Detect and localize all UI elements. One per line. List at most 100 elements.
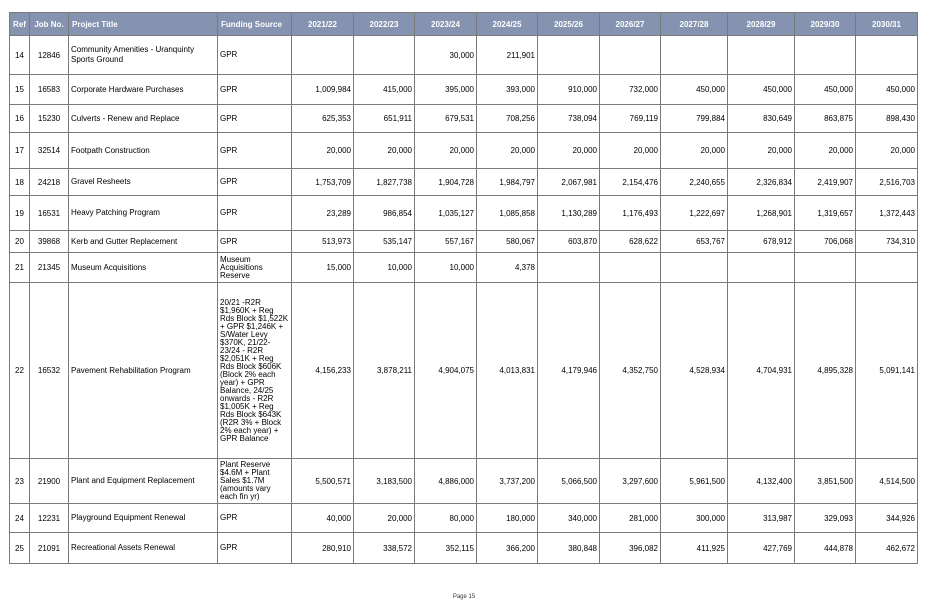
project-title-cell: Plant and Equipment Replacement [68, 458, 218, 504]
amount-cell [537, 252, 600, 283]
amount-cell: 1,984,797 [476, 168, 538, 196]
amount-cell: 4,378 [476, 252, 538, 283]
funding-source-cell: GPR [217, 532, 292, 564]
amount-cell: 2,326,834 [727, 168, 795, 196]
table-row: 17 32514 Footpath Construction GPR 20,000 20,… [9, 132, 918, 169]
ref-cell: 18 [9, 168, 30, 196]
amount-cell: 898,430 [855, 104, 918, 133]
amount-cell: 3,851,500 [794, 458, 856, 504]
project-title-cell: Museum Acquisitions [68, 252, 218, 283]
column-header: Job No. [29, 12, 69, 36]
amount-cell: 281,000 [599, 503, 661, 533]
amount-cell: 1,009,984 [291, 74, 354, 105]
column-header: 2026/27 [599, 12, 661, 36]
job-number-cell: 16531 [29, 195, 69, 231]
amount-cell: 986,854 [353, 195, 415, 231]
amount-cell: 535,147 [353, 230, 415, 253]
amount-cell: 679,531 [414, 104, 477, 133]
project-title-cell: Heavy Patching Program [68, 195, 218, 231]
amount-cell: 427,769 [727, 532, 795, 564]
funding-source-cell: GPR [217, 35, 292, 75]
amount-cell: 910,000 [537, 74, 600, 105]
table-row: 18 24218 Gravel Resheets GPR 1,753,709 1,827,… [9, 168, 918, 196]
amount-cell: 4,904,075 [414, 282, 477, 459]
funding-source-cell: GPR [217, 195, 292, 231]
ref-cell: 20 [9, 230, 30, 253]
amount-cell: 4,886,000 [414, 458, 477, 504]
table-row: 22 16532 Pavement Rehabilitation Program 20… [9, 282, 918, 459]
amount-cell: 20,000 [660, 132, 728, 169]
amount-cell [660, 252, 728, 283]
header-row: Ref Job No. Project Title Funding Source 202… [9, 12, 918, 36]
column-header: Project Title [68, 12, 218, 36]
amount-cell: 80,000 [414, 503, 477, 533]
amount-cell: 557,167 [414, 230, 477, 253]
amount-cell: 20,000 [414, 132, 477, 169]
amount-cell: 4,156,233 [291, 282, 354, 459]
amount-cell: 396,082 [599, 532, 661, 564]
page-number: Page 15 [452, 594, 476, 600]
capital-works-table: Ref Job No. Project Title Funding Source 202… [9, 12, 918, 564]
amount-cell: 300,000 [660, 503, 728, 533]
amount-cell: 3,737,200 [476, 458, 538, 504]
amount-cell: 732,000 [599, 74, 661, 105]
amount-cell: 5,066,500 [537, 458, 600, 504]
amount-cell: 20,000 [537, 132, 600, 169]
column-header: 2029/30 [794, 12, 856, 36]
amount-cell: 1,222,697 [660, 195, 728, 231]
amount-cell: 450,000 [855, 74, 918, 105]
amount-cell: 2,240,655 [660, 168, 728, 196]
amount-cell: 329,093 [794, 503, 856, 533]
table-row: 15 16583 Corporate Hardware Purchases GPR 1,… [9, 74, 918, 105]
amount-cell: 1,176,493 [599, 195, 661, 231]
funding-source-cell: GPR [217, 104, 292, 133]
column-header: 2023/24 [414, 12, 477, 36]
table-row: 14 12846 Community Amenities - Uranquinty … [9, 35, 918, 75]
amount-cell: 40,000 [291, 503, 354, 533]
amount-cell: 5,091,141 [855, 282, 918, 459]
ref-cell: 23 [9, 458, 30, 504]
amount-cell: 830,649 [727, 104, 795, 133]
ref-cell: 19 [9, 195, 30, 231]
table-row: 20 39868 Kerb and Gutter Replacement GPR 513… [9, 230, 918, 253]
amount-cell [855, 252, 918, 283]
ref-cell: 21 [9, 252, 30, 283]
amount-cell: 23,289 [291, 195, 354, 231]
amount-cell: 366,200 [476, 532, 538, 564]
project-title-cell: Culverts - Renew and Replace [68, 104, 218, 133]
job-number-cell: 12231 [29, 503, 69, 533]
amount-cell: 734,310 [855, 230, 918, 253]
job-number-cell: 21345 [29, 252, 69, 283]
job-number-cell: 16532 [29, 282, 69, 459]
table-row: 16 15230 Culverts - Renew and Replace GPR 62… [9, 104, 918, 133]
amount-cell: 380,848 [537, 532, 600, 564]
amount-cell: 211,901 [476, 35, 538, 75]
amount-cell: 1,085,858 [476, 195, 538, 231]
amount-cell [291, 35, 354, 75]
amount-cell: 313,987 [727, 503, 795, 533]
column-header: 2025/26 [537, 12, 600, 36]
funding-source-cell: 20/21 -R2R $1,960K + Reg Rds Block $1,52… [217, 282, 292, 459]
amount-cell: 863,875 [794, 104, 856, 133]
amount-cell: 603,870 [537, 230, 600, 253]
amount-cell: 20,000 [476, 132, 538, 169]
amount-cell: 352,115 [414, 532, 477, 564]
amount-cell: 1,319,657 [794, 195, 856, 231]
ref-cell: 24 [9, 503, 30, 533]
job-number-cell: 21091 [29, 532, 69, 564]
amount-cell: 180,000 [476, 503, 538, 533]
table-body: 14 12846 Community Amenities - Uranquinty … [9, 35, 918, 564]
table-row: 19 16531 Heavy Patching Program GPR 23,289 98… [9, 195, 918, 231]
column-header: Funding Source [217, 12, 292, 36]
amount-cell: 1,268,901 [727, 195, 795, 231]
table-row: 25 21091 Recreational Assets Renewal GPR 280… [9, 532, 918, 564]
amount-cell: 20,000 [727, 132, 795, 169]
job-number-cell: 32514 [29, 132, 69, 169]
amount-cell: 3,878,211 [353, 282, 415, 459]
amount-cell: 1,130,289 [537, 195, 600, 231]
amount-cell: 393,000 [476, 74, 538, 105]
amount-cell [353, 35, 415, 75]
ref-cell: 25 [9, 532, 30, 564]
amount-cell: 10,000 [414, 252, 477, 283]
column-header: 2024/25 [476, 12, 538, 36]
